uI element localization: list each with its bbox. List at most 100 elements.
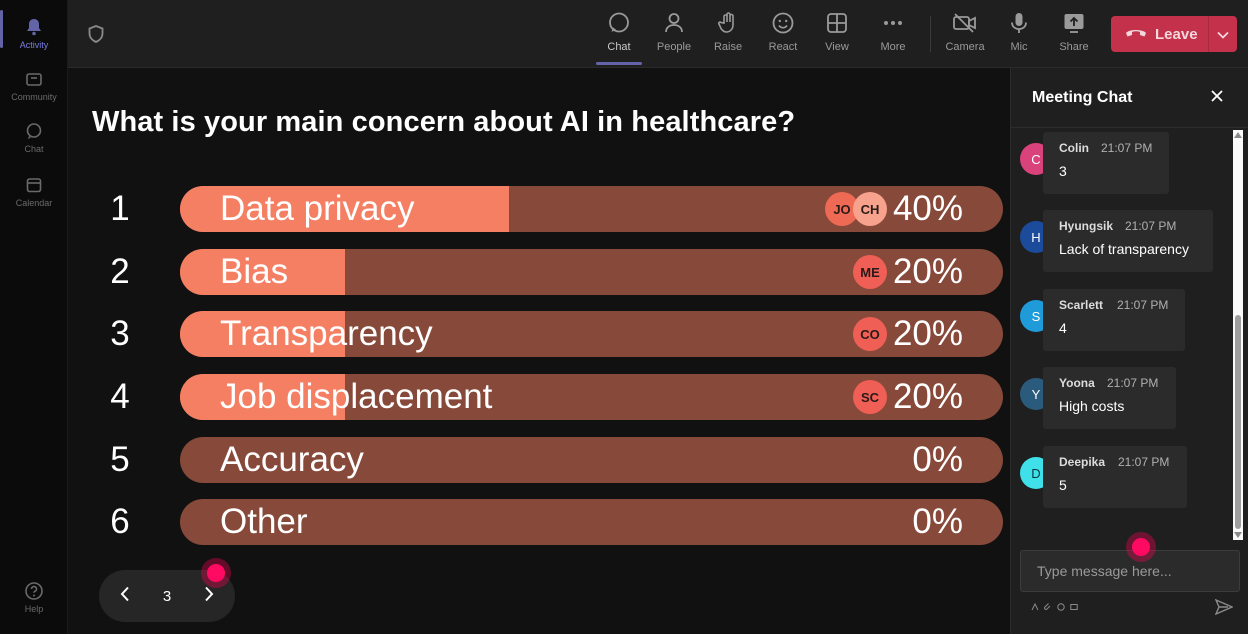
format-toolbar (1031, 603, 1078, 611)
leave-options-dropdown[interactable] (1209, 16, 1237, 52)
option-label: Other (220, 502, 308, 541)
toolbar-people-button[interactable]: People (649, 10, 699, 62)
option-result-fill (180, 374, 345, 420)
option-number: 6 (110, 502, 130, 541)
meeting-chat-panel: Meeting Chat C Colin 21:07 PM 3 H Hyungsik 21:… (1010, 68, 1248, 634)
leave-button[interactable]: Leave (1111, 16, 1237, 52)
rail-label: Activity (19, 39, 49, 50)
option-result-bar: Accuracy 0% (180, 437, 1003, 483)
hand-icon (715, 10, 741, 36)
option-percentage: 40% (892, 189, 963, 228)
message-text: 5 (1059, 477, 1067, 493)
option-label: Transparency (220, 314, 433, 353)
leave-label: Leave (1155, 25, 1198, 43)
toolbar-label: View (825, 41, 849, 53)
poll-stage: What is your main concern about AI in he… (68, 68, 1010, 634)
avatar-initial: D (1031, 465, 1041, 481)
scroll-thumb[interactable] (1235, 315, 1241, 529)
option-percentage: 20% (892, 252, 963, 291)
chat-message-input[interactable] (1020, 550, 1240, 592)
poll-option-row: 5 Accuracy 0% (68, 437, 1010, 483)
message-author: Scarlett (1059, 298, 1104, 312)
smile-icon (770, 10, 796, 36)
rail-item-activity[interactable]: Activity (0, 8, 68, 58)
cursor-click-indicator (1126, 532, 1156, 562)
chat-bubble-icon (606, 10, 632, 36)
toolbar-label: Chat (607, 41, 631, 53)
attach-icon[interactable] (1044, 603, 1052, 611)
app-rail: Activity Community Chat Calendar Help (0, 0, 68, 634)
scroll-up-arrow[interactable] (1234, 132, 1242, 138)
chat-message[interactable]: Scarlett 21:07 PM 4 (1043, 289, 1185, 351)
format-text-icon[interactable] (1031, 603, 1039, 611)
chevron-right-icon (204, 586, 214, 607)
camera-off-icon (952, 10, 978, 36)
rail-item-community[interactable]: Community (0, 60, 68, 110)
toolbar-mic-button[interactable]: Mic (994, 10, 1044, 62)
option-percentage: 20% (892, 314, 963, 353)
message-time: 21:07 PM (1117, 298, 1169, 312)
voter-avatar: JO (825, 192, 859, 226)
option-result-bar: Bias 20% ME (180, 249, 1003, 295)
option-result-bar: Job displacement 20% SC (180, 374, 1003, 420)
chat-message[interactable]: Colin 21:07 PM 3 (1043, 132, 1169, 194)
option-number: 1 (110, 189, 130, 228)
shield-icon[interactable] (86, 24, 106, 49)
rail-item-chat[interactable]: Chat (0, 112, 68, 162)
leave-main[interactable]: Leave (1111, 16, 1209, 52)
toolbar-chat-button[interactable]: Chat (594, 10, 644, 62)
gif-icon[interactable] (1070, 603, 1078, 611)
next-page-button[interactable] (197, 584, 221, 608)
toolbar-more-button[interactable]: More (868, 10, 918, 62)
toolbar-share-button[interactable]: Share (1049, 10, 1099, 62)
message-text: 4 (1059, 320, 1067, 336)
previous-page-button[interactable] (113, 584, 137, 608)
chat-scrollbar[interactable] (1233, 130, 1243, 540)
phone-hangup-icon (1125, 25, 1147, 43)
active-indicator (0, 10, 3, 48)
option-number: 5 (110, 440, 130, 479)
message-time: 21:07 PM (1118, 455, 1170, 469)
poll-question: What is your main concern about AI in he… (92, 106, 796, 138)
bell-icon (24, 17, 44, 37)
message-text: 3 (1059, 163, 1067, 179)
chat-message[interactable]: Deepika 21:07 PM 5 (1043, 446, 1187, 508)
voter-avatar: CH (853, 192, 887, 226)
grid-icon (824, 10, 850, 36)
option-number: 4 (110, 377, 130, 416)
share-icon (1061, 10, 1087, 36)
toolbar-raise-button[interactable]: Raise (703, 10, 753, 62)
option-label: Accuracy (220, 440, 364, 479)
option-result-bar: Other 0% (180, 499, 1003, 545)
avatar-initial: C (1031, 151, 1041, 167)
option-number: 3 (110, 314, 130, 353)
chat-icon (24, 121, 44, 141)
rail-label: Chat (24, 143, 44, 154)
toolbar-label: People (656, 41, 692, 53)
toolbar-react-button[interactable]: React (758, 10, 808, 62)
avatar-initial: H (1031, 229, 1041, 245)
chat-title: Meeting Chat (1032, 89, 1133, 106)
rail-item-help[interactable]: Help (0, 572, 68, 622)
chat-message[interactable]: Hyungsik 21:07 PM Lack of transparency (1043, 210, 1213, 272)
message-text: High costs (1059, 398, 1125, 414)
toolbar-divider (930, 16, 931, 52)
avatar-initial: Y (1031, 386, 1041, 402)
option-result-bar: Transparency 20% CO (180, 311, 1003, 357)
option-result-fill (180, 311, 345, 357)
scroll-down-arrow[interactable] (1234, 532, 1242, 538)
option-result-bar: Data privacy 40% JO CH (180, 186, 1003, 232)
rail-label: Calendar (15, 197, 53, 208)
rail-label: Community (11, 91, 57, 102)
emoji-icon[interactable] (1057, 603, 1065, 611)
toolbar-label: Camera (945, 41, 985, 53)
avatar-initial: S (1031, 308, 1041, 324)
rail-item-calendar[interactable]: Calendar (0, 166, 68, 216)
toolbar-view-button[interactable]: View (812, 10, 862, 62)
send-message-button[interactable] (1213, 598, 1235, 620)
close-chat-button[interactable] (1207, 88, 1227, 108)
toolbar-label: More (880, 41, 906, 53)
toolbar-camera-button[interactable]: Camera (940, 10, 990, 62)
chat-message[interactable]: Yoona 21:07 PM High costs (1043, 367, 1176, 429)
send-icon (1214, 598, 1234, 620)
